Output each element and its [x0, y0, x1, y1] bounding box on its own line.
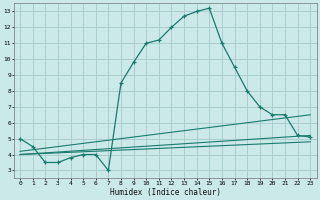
- X-axis label: Humidex (Indice chaleur): Humidex (Indice chaleur): [110, 188, 220, 197]
